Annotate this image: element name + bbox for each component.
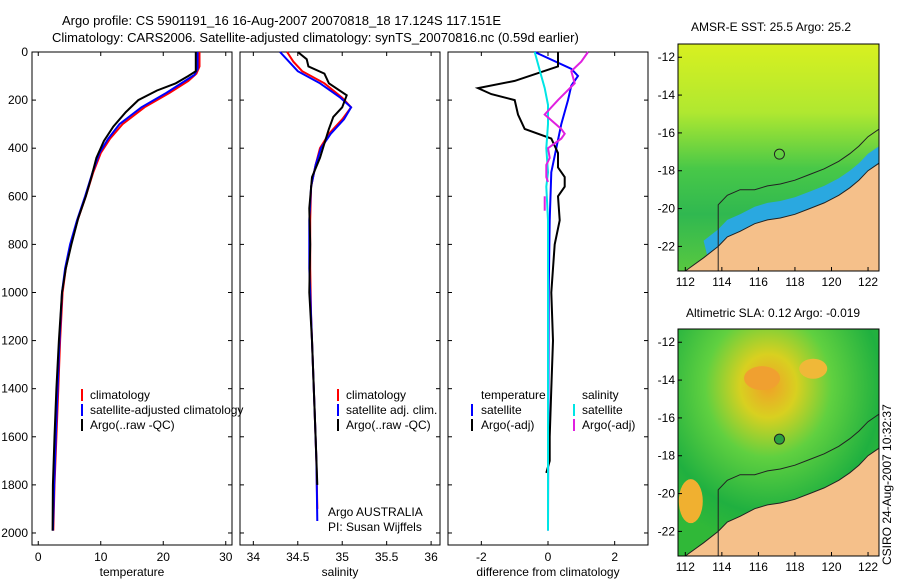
x-tick-label: 2: [611, 550, 618, 564]
x-tick-label: -2: [476, 550, 487, 564]
y-tick-label: 1800: [1, 478, 28, 492]
legend-label: Argo(..raw -QC): [90, 418, 175, 432]
legend-label: satellite adj. clim.: [346, 403, 437, 417]
x-tick-label: 35.5: [375, 550, 399, 564]
map-y-tick-label: -18: [658, 449, 676, 463]
isobath-contour: [717, 391, 880, 556]
map-y-tick-label: -12: [658, 335, 676, 349]
legend-label: climatology: [346, 388, 406, 402]
legend-label: satellite-adjusted climatology: [90, 403, 243, 417]
x-tick-label: 34.5: [286, 550, 310, 564]
y-tick-label: 2000: [1, 526, 28, 540]
map-x-tick-label: 122: [858, 560, 878, 574]
series-line: [533, 51, 550, 531]
plot-frame-0: [31, 51, 233, 546]
y-tick-label: 1200: [1, 334, 28, 348]
x-axis-label: temperature: [100, 565, 165, 579]
map-x-tick-label: 118: [785, 275, 804, 289]
x-tick-label: 36: [424, 550, 438, 564]
map-x-tick-label: 112: [676, 560, 695, 574]
legend-label: Argo(-adj): [582, 418, 635, 432]
x-tick-label: 10: [94, 550, 108, 564]
plot-frame-1: [239, 51, 441, 546]
x-tick-label: 35: [336, 550, 350, 564]
sla-warm-patch: [799, 358, 828, 379]
y-tick-label: 1000: [1, 285, 28, 299]
map-x-tick-label: 114: [712, 560, 731, 574]
map-y-tick-label: -20: [658, 202, 676, 216]
x-axis-label: salinity: [322, 565, 359, 579]
map-y-tick-label: -20: [658, 487, 676, 501]
map-y-tick-label: -22: [658, 239, 676, 253]
legend-label: Argo(-adj): [481, 418, 534, 432]
sst-map-title: AMSR-E SST: 25.5 Argo: 25.2: [691, 20, 852, 34]
map-y-tick-label: -14: [658, 373, 676, 387]
legend-label: satellite: [582, 403, 623, 417]
series-line: [51, 52, 197, 531]
argo-position-marker: [773, 148, 785, 160]
y-tick-label: 1600: [1, 430, 28, 444]
y-tick-label: 600: [8, 189, 28, 203]
map-x-tick-label: 120: [821, 275, 841, 289]
map-y-tick-label: -12: [658, 50, 676, 64]
sla-map-title: Altimetric SLA: 0.12 Argo: -0.019: [686, 306, 861, 320]
y-tick-label: 1400: [1, 382, 28, 396]
y-tick-label: 0: [21, 45, 28, 59]
y-tick-label: 200: [8, 93, 28, 107]
figure-title-line1: Argo profile: CS 5901191_16 16-Aug-2007 …: [62, 13, 501, 28]
map-y-tick-label: -14: [658, 88, 676, 102]
map-x-tick-label: 112: [676, 275, 695, 289]
legend-label: satellite: [481, 403, 522, 417]
map-x-tick-label: 120: [821, 560, 841, 574]
map-x-tick-label: 116: [749, 560, 768, 574]
sla-warm-patch: [744, 366, 781, 391]
map-y-tick-label: -18: [658, 164, 676, 178]
x-tick-label: 34: [247, 550, 261, 564]
series-line: [297, 51, 348, 485]
map-y-tick-label: -16: [658, 126, 676, 140]
argo-position-marker: [773, 433, 785, 445]
map-y-tick-label: -16: [658, 411, 676, 425]
map-x-tick-label: 114: [712, 275, 731, 289]
series-line: [52, 52, 201, 531]
legend-label: Argo(..raw -QC): [346, 418, 431, 432]
series-line: [51, 52, 199, 531]
data-source-label: PI: Susan Wijffels: [328, 520, 422, 534]
x-tick-label: 20: [157, 550, 171, 564]
x-tick-label: 0: [545, 550, 552, 564]
sla-warm-patch: [678, 479, 703, 524]
series-line: [474, 52, 566, 474]
map-frame: [677, 43, 880, 272]
legend-label: climatology: [90, 388, 150, 402]
series-line: [286, 51, 353, 509]
data-source-label: Argo AUSTRALIA: [328, 505, 423, 519]
legend-label: salinity: [582, 388, 619, 402]
credit-stamp: CSIRO 24-Aug-2007 10:32:37: [880, 404, 894, 565]
y-tick-label: 400: [8, 141, 28, 155]
map-x-tick-label: 116: [749, 275, 768, 289]
x-axis-label: difference from climatology: [476, 565, 619, 579]
x-tick-label: 0: [35, 550, 42, 564]
map-x-tick-label: 118: [785, 560, 804, 574]
x-tick-label: 30: [219, 550, 233, 564]
legend-label: temperature: [481, 388, 546, 402]
y-tick-label: 800: [8, 237, 28, 251]
figure-title-line2: Climatology: CARS2006. Satellite-adjuste…: [52, 30, 579, 45]
isobath-contour: [717, 106, 880, 271]
map-frame: [677, 328, 880, 557]
map-x-tick-label: 122: [858, 275, 878, 289]
map-y-tick-label: -22: [658, 524, 676, 538]
series-line: [543, 51, 589, 183]
